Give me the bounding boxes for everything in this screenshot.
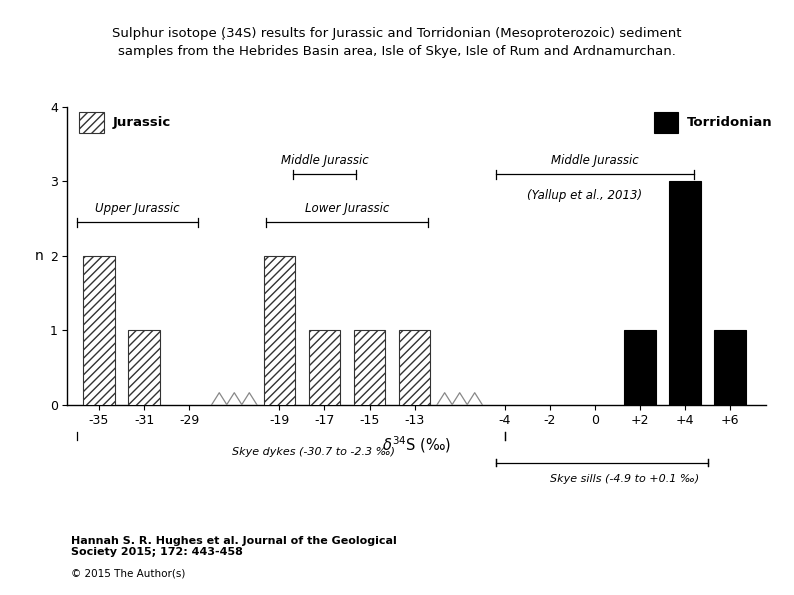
Bar [669,181,701,405]
Bar [264,256,295,405]
Text: Middle Jurassic: Middle Jurassic [551,154,639,167]
Bar [653,112,678,133]
Bar [309,330,340,405]
Text: © 2015 The Author(s): © 2015 The Author(s) [71,568,186,578]
X-axis label: $\delta^{34}$S (‰): $\delta^{34}$S (‰) [382,434,452,455]
Bar [129,330,160,405]
Text: Sulphur isotope (ͅ34S) results for Jurassic and Torridonian (Mesoproterozoic) se: Sulphur isotope (ͅ34S) results for Juras… [112,27,682,58]
Bar [83,256,115,405]
Text: Upper Jurassic: Upper Jurassic [95,202,179,215]
Text: Skye dykes (-30.7 to -2.3 ‰): Skye dykes (-30.7 to -2.3 ‰) [232,447,395,457]
Text: Jurassic: Jurassic [113,116,171,129]
Bar [715,330,746,405]
Bar [399,330,430,405]
Text: (Yallup et al., 2013): (Yallup et al., 2013) [527,189,642,202]
Bar [624,330,656,405]
Text: Torridonian: Torridonian [688,116,773,129]
Text: Middle Jurassic: Middle Jurassic [280,154,368,167]
Y-axis label: n: n [34,249,43,263]
Text: Lower Jurassic: Lower Jurassic [305,202,389,215]
Text: Skye sills (-4.9 to +0.1 ‰): Skye sills (-4.9 to +0.1 ‰) [549,474,699,484]
Text: Hannah S. R. Hughes et al. Journal of the Geological
Society 2015; 172: 443-458: Hannah S. R. Hughes et al. Journal of th… [71,536,397,557]
Bar [354,330,385,405]
Bar [79,112,103,133]
